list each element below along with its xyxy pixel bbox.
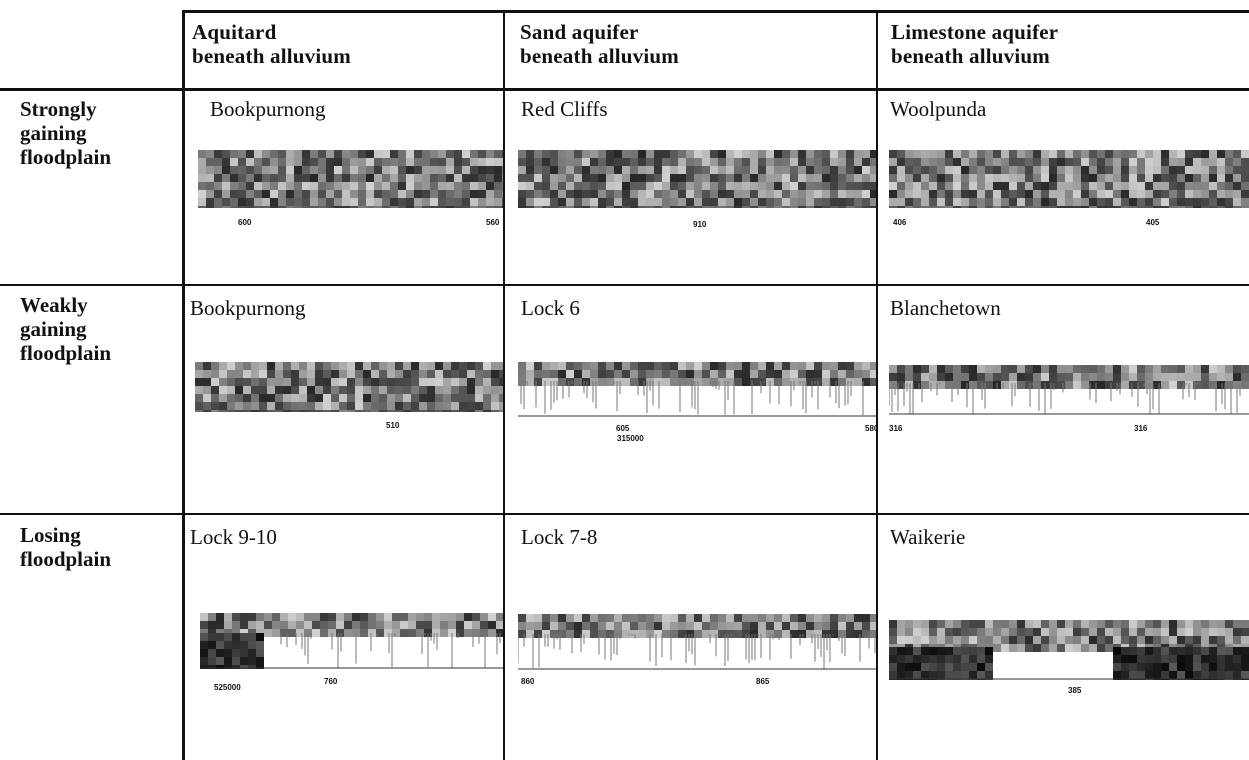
axis-tick-label: 865 bbox=[756, 677, 769, 686]
axis-tick-label: 580 bbox=[865, 424, 878, 433]
site-name: Lock 6 bbox=[521, 296, 580, 320]
column-header-limestone-aquifer: Limestone aquifer beneath alluvium bbox=[891, 20, 1058, 68]
site-name: Waikerie bbox=[890, 525, 965, 549]
site-name: Bookpurnong bbox=[190, 296, 306, 320]
resistivity-profile-image bbox=[518, 362, 876, 417]
site-name: Woolpunda bbox=[890, 97, 986, 121]
row-divider-1 bbox=[0, 284, 1249, 286]
resistivity-profile-image bbox=[518, 614, 876, 670]
axis-tick-label: 600 bbox=[238, 218, 251, 227]
row-header-strongly-gaining: Strongly gaining floodplain bbox=[20, 97, 111, 169]
row-header-losing: Losing floodplain bbox=[20, 523, 111, 571]
site-name: Blanchetown bbox=[890, 296, 1001, 320]
row-header-weakly-gaining: Weakly gaining floodplain bbox=[20, 293, 111, 365]
resistivity-profile-image bbox=[200, 613, 503, 669]
resistivity-profile-image bbox=[518, 150, 876, 208]
axis-tick-label: 315000 bbox=[617, 434, 644, 443]
column-divider-1 bbox=[503, 10, 505, 760]
axis-tick-label: 406 bbox=[893, 218, 906, 227]
resistivity-profile-image bbox=[889, 620, 1249, 680]
axis-tick-label: 560 bbox=[486, 218, 499, 227]
axis-tick-label: 760 bbox=[324, 677, 337, 686]
axis-tick-label: 316 bbox=[889, 424, 902, 433]
table-top-border bbox=[183, 10, 1249, 13]
site-name: Red Cliffs bbox=[521, 97, 608, 121]
axis-tick-label: 316 bbox=[1134, 424, 1147, 433]
axis-tick-label: 605 bbox=[616, 424, 629, 433]
axis-tick-label: 510 bbox=[386, 421, 399, 430]
resistivity-profile-image bbox=[889, 365, 1249, 415]
site-name: Bookpurnong bbox=[210, 97, 326, 121]
column-header-aquitard: Aquitard beneath alluvium bbox=[192, 20, 351, 68]
resistivity-profile-image bbox=[198, 150, 503, 208]
column-divider-2 bbox=[876, 10, 878, 760]
header-divider bbox=[0, 88, 1249, 91]
row-divider-2 bbox=[0, 513, 1249, 515]
column-divider-0 bbox=[182, 10, 185, 760]
resistivity-profile-image bbox=[195, 362, 503, 412]
axis-tick-label: 405 bbox=[1146, 218, 1159, 227]
axis-tick-label: 910 bbox=[693, 220, 706, 229]
column-header-sand-aquifer: Sand aquifer beneath alluvium bbox=[520, 20, 679, 68]
site-name: Lock 9-10 bbox=[190, 525, 277, 549]
axis-tick-label: 385 bbox=[1068, 686, 1081, 695]
axis-tick-label: 525000 bbox=[214, 683, 241, 692]
axis-tick-label: 860 bbox=[521, 677, 534, 686]
resistivity-profile-image bbox=[889, 150, 1249, 208]
site-name: Lock 7-8 bbox=[521, 525, 597, 549]
